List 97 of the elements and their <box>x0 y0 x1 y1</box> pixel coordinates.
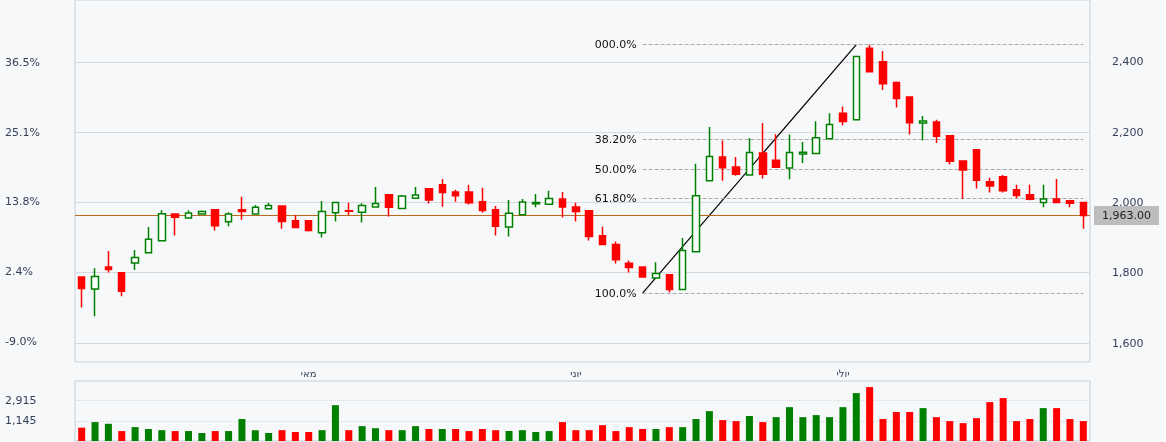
candlestick <box>317 200 327 239</box>
candlestick <box>544 190 554 205</box>
candlestick <box>1079 201 1088 230</box>
candlestick <box>825 112 834 140</box>
candlestick <box>1052 178 1061 204</box>
candlestick <box>611 240 621 265</box>
y2-tick-label: 13.8% <box>5 195 40 209</box>
x-tick-label: יוני <box>570 367 582 379</box>
candlestick <box>438 178 447 208</box>
candlestick <box>918 115 928 142</box>
y2-tick-label: 2.4% <box>5 265 33 279</box>
candlestick <box>985 177 995 194</box>
candlestick <box>598 225 607 246</box>
candlestick <box>384 193 394 218</box>
candlestick <box>170 213 180 237</box>
candlestick <box>798 141 808 164</box>
x-tick-label: יולי <box>836 367 850 379</box>
candlestick <box>531 193 541 209</box>
candlestick <box>90 267 100 318</box>
candlestick <box>304 219 313 233</box>
y2-tick-label: -9.0% <box>5 335 37 349</box>
candlestick <box>1039 184 1048 209</box>
candlestick <box>130 249 140 271</box>
candlestick <box>104 250 113 274</box>
candlestick <box>197 209 207 215</box>
candlestick <box>224 211 233 228</box>
candlestick <box>811 120 821 155</box>
candlestick <box>277 205 287 230</box>
candlestick <box>1065 199 1075 209</box>
candlestick <box>584 210 594 242</box>
candlestick <box>705 126 714 182</box>
candlestick <box>451 189 460 203</box>
candlestick <box>518 198 527 216</box>
candlestick <box>491 205 500 237</box>
candlestick <box>758 122 768 180</box>
candlestick <box>371 186 380 208</box>
candlestick <box>117 271 126 298</box>
candlestick <box>1025 184 1035 202</box>
candlestick <box>892 80 901 109</box>
candlestick <box>558 191 567 219</box>
y-tick-label: 1,145 <box>5 414 37 428</box>
annotation: 100.0% <box>594 286 637 300</box>
candlestick <box>291 214 300 229</box>
candlestick <box>184 209 193 219</box>
annotation: 50.00% <box>594 162 637 176</box>
candlestick <box>905 96 914 136</box>
y-tick-label: 2,915 <box>5 393 37 407</box>
candlestick <box>972 148 981 190</box>
candlestick <box>678 237 687 291</box>
candlestick <box>785 133 794 180</box>
annotation: 38.20% <box>594 133 637 147</box>
candlestick <box>998 174 1008 194</box>
candlestick <box>478 186 487 214</box>
candlestick <box>571 202 581 223</box>
annotation: 61.80% <box>594 191 637 205</box>
candlestick <box>357 202 367 224</box>
candlestick <box>932 119 941 144</box>
candlestick <box>624 259 634 274</box>
candlestick <box>651 261 661 279</box>
annotation: 000.0% <box>594 38 637 52</box>
y-tick-label: 1,800 <box>1112 266 1144 280</box>
y2-tick-label: 25.1% <box>5 125 40 139</box>
x-tick-label: מאי <box>300 367 317 379</box>
candlestick <box>411 186 420 199</box>
y-tick-label: 2,400 <box>1112 55 1144 69</box>
candlestick <box>251 204 260 215</box>
candlestick <box>331 201 340 223</box>
candlestick <box>865 43 874 73</box>
candlestick <box>264 202 273 210</box>
candlestick <box>464 184 474 206</box>
candlestick <box>691 163 701 253</box>
candlestick <box>344 202 354 216</box>
candlestick <box>852 55 861 121</box>
candlestick <box>504 199 514 238</box>
candlestick <box>237 196 247 221</box>
candlestick <box>638 265 647 278</box>
candlestick <box>718 139 727 182</box>
candlestick <box>958 160 968 200</box>
ref-line-label: 1,963.00 <box>1102 208 1151 222</box>
candlestick <box>731 156 741 177</box>
candlestick <box>397 194 407 210</box>
y-tick-label: 2,200 <box>1112 125 1144 139</box>
candlestick <box>77 276 86 309</box>
candlestick <box>771 133 781 169</box>
candlestick <box>745 137 754 176</box>
candlestick <box>210 209 220 232</box>
candlestick <box>1012 184 1021 199</box>
candlestick <box>424 187 434 205</box>
candlestick <box>945 134 955 166</box>
y-tick-label: 1,600 <box>1112 336 1144 350</box>
candlestick <box>144 226 153 254</box>
y-tick-label: 2,000 <box>1112 195 1144 209</box>
y2-tick-label: 36.5% <box>5 55 40 69</box>
candlestick <box>157 209 167 242</box>
candlestick <box>665 274 674 294</box>
candlestick <box>878 50 888 91</box>
candlestick <box>838 105 848 127</box>
